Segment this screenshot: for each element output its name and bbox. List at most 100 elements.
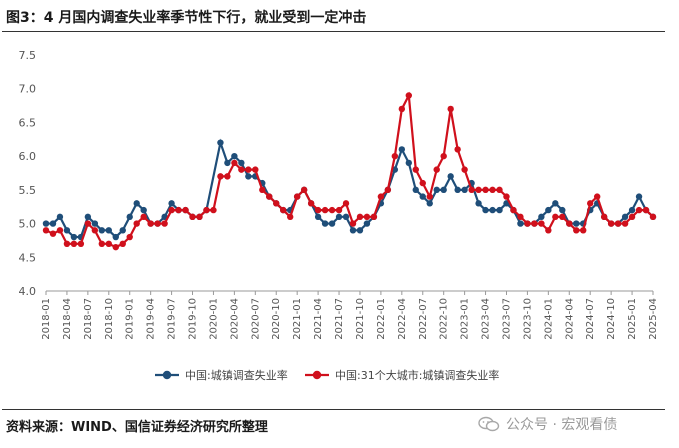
- y-tick-label: 6.5: [19, 116, 37, 129]
- y-tick-label: 6.0: [19, 150, 37, 163]
- y-tick-label: 7.0: [19, 83, 37, 96]
- chart-title: 图3：4 月国内调查失业率季节性下行，就业受到一定冲击: [6, 10, 367, 26]
- data-point-series-2: [649, 213, 657, 221]
- data-point-series-1: [356, 227, 364, 234]
- data-point-series-2: [391, 152, 399, 160]
- data-point-series-2: [245, 166, 252, 173]
- y-tick-label: 4.0: [19, 285, 37, 298]
- data-point-series-2: [314, 206, 322, 214]
- y-tick-label: 4.5: [19, 251, 37, 264]
- data-point-series-2: [628, 213, 636, 221]
- data-point-series-2: [231, 159, 238, 167]
- data-point-series-2: [370, 213, 378, 221]
- data-point-series-1: [217, 139, 224, 146]
- data-point-series-2: [475, 186, 482, 194]
- data-point-series-2: [335, 206, 343, 214]
- data-point-series-1: [405, 159, 412, 167]
- data-point-series-2: [580, 227, 587, 234]
- x-tick-label: 2024-01: [543, 298, 554, 340]
- data-point-series-2: [307, 200, 315, 207]
- data-point-series-1: [56, 213, 64, 221]
- x-tick-label: 2023-01: [460, 298, 471, 340]
- data-point-series-2: [496, 186, 503, 194]
- data-point-series-1: [419, 193, 426, 200]
- x-tick-label: 2019-01: [125, 298, 136, 340]
- data-point-series-2: [161, 220, 168, 227]
- bottom-rule: [2, 409, 665, 410]
- watermark-text: 公众号 · 宏观看债: [506, 417, 618, 433]
- data-point-series-2: [224, 173, 231, 180]
- data-point-series-1: [42, 220, 50, 227]
- legend-swatch-marker-1: [162, 370, 172, 380]
- data-point-series-2: [77, 240, 85, 247]
- data-point-series-1: [621, 213, 629, 221]
- data-point-series-2: [126, 233, 133, 241]
- data-point-series-1: [461, 186, 468, 194]
- x-tick-label: 2018-01: [41, 298, 52, 340]
- x-tick-label: 2020-01: [208, 298, 219, 340]
- legend-swatch-marker-2: [312, 370, 322, 380]
- data-point-series-1: [63, 227, 71, 234]
- x-tick-label: 2022-01: [376, 298, 387, 340]
- data-point-series-2: [70, 240, 78, 247]
- data-point-series-2: [587, 200, 594, 207]
- data-point-series-1: [231, 152, 238, 160]
- data-point-series-1: [342, 213, 350, 221]
- data-point-series-1: [224, 159, 231, 167]
- data-point-series-2: [405, 92, 412, 99]
- data-point-series-2: [56, 227, 64, 234]
- data-point-series-1: [119, 227, 126, 234]
- data-point-series-2: [573, 227, 580, 234]
- data-point-series-2: [524, 220, 531, 227]
- data-point-series-2: [552, 213, 559, 221]
- x-tick-label: 2018-04: [62, 298, 73, 340]
- data-point-series-2: [614, 220, 622, 227]
- y-tick-label: 5.0: [19, 218, 37, 231]
- top-rule: [2, 31, 665, 32]
- legend-label-1: 中国:城镇调查失业率: [185, 368, 288, 382]
- data-point-series-2: [63, 240, 71, 247]
- data-point-series-2: [531, 220, 538, 227]
- data-point-series-2: [642, 206, 650, 214]
- data-point-series-1: [140, 206, 147, 214]
- x-tick-label: 2021-10: [355, 298, 366, 340]
- data-point-series-1: [440, 186, 447, 194]
- data-point-series-1: [112, 233, 119, 241]
- x-tick-label: 2019-10: [188, 298, 199, 340]
- data-point-series-2: [342, 200, 350, 207]
- data-point-series-1: [489, 206, 496, 214]
- data-point-series-2: [503, 193, 510, 200]
- x-tick-label: 2022-04: [397, 298, 408, 340]
- data-point-series-1: [84, 213, 92, 221]
- data-point-series-1: [349, 227, 357, 234]
- data-point-series-2: [49, 230, 57, 237]
- data-point-series-1: [363, 220, 371, 227]
- data-point-series-2: [447, 105, 454, 113]
- data-point-series-1: [238, 159, 245, 167]
- data-point-series-2: [321, 206, 329, 214]
- data-point-series-2: [112, 243, 119, 251]
- data-point-series-1: [433, 186, 440, 194]
- series-line-2: [45, 91, 654, 249]
- data-point-series-2: [119, 240, 126, 247]
- data-point-series-1: [635, 193, 643, 200]
- data-point-series-1: [482, 206, 489, 214]
- data-point-series-2: [175, 206, 182, 214]
- data-point-series-2: [252, 166, 259, 173]
- wechat-icon: [478, 416, 500, 432]
- data-point-series-2: [545, 227, 552, 234]
- data-point-series-1: [412, 186, 419, 194]
- x-tick-label: 2018-07: [83, 298, 94, 340]
- data-point-series-2: [621, 220, 629, 227]
- data-point-series-2: [42, 227, 50, 234]
- data-point-series-2: [98, 240, 106, 247]
- data-point-series-2: [300, 186, 308, 194]
- source-note: 资料来源：WIND、国信证券经济研究所整理: [6, 420, 268, 435]
- data-point-series-1: [426, 200, 433, 207]
- data-point-series-2: [377, 193, 385, 200]
- x-tick-label: 2024-10: [606, 298, 617, 340]
- data-point-series-2: [259, 186, 266, 194]
- data-point-series-1: [538, 213, 545, 221]
- data-point-series-2: [203, 206, 210, 214]
- watermark: 公众号 · 宏观看债: [478, 414, 617, 434]
